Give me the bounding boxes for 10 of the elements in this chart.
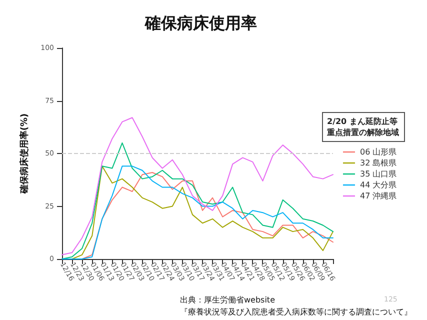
- text: 『療養状況等及び入院患者受入病床数等に関する調査について』: [180, 308, 412, 316]
- legend-label: 06 山形県: [360, 148, 397, 156]
- legend-label: 35 山口県: [360, 170, 397, 178]
- legend-label: 32 島根県: [360, 158, 397, 168]
- legend-label: 44 大分県: [360, 180, 397, 190]
- chart-title: 確保病床使用率: [144, 14, 257, 32]
- legend-title: 2/20 まん延防止等重点措置の解除地域: [326, 117, 399, 137]
- legend-label: 47 沖縄県: [360, 192, 397, 200]
- y-axis-title: 確保病床使用率(%): [19, 113, 30, 195]
- source-note: 出典：厚生労働省website: [180, 296, 276, 304]
